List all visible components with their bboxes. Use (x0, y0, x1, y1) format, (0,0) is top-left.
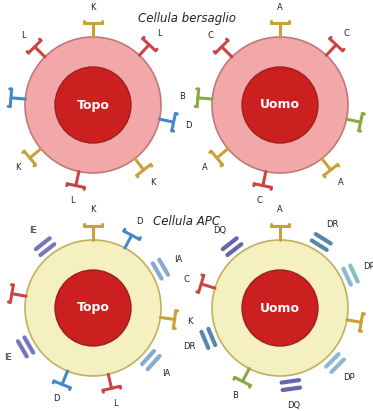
Text: D: D (186, 121, 192, 130)
Text: A: A (277, 2, 283, 12)
Text: DQ: DQ (287, 401, 300, 409)
Text: L: L (113, 399, 117, 408)
Circle shape (242, 270, 318, 346)
Text: DP: DP (363, 262, 373, 271)
Circle shape (55, 67, 131, 143)
Circle shape (212, 240, 348, 376)
Text: C: C (184, 275, 189, 284)
Text: K: K (187, 317, 193, 326)
Circle shape (242, 67, 318, 143)
Circle shape (25, 240, 161, 376)
Text: Topo: Topo (76, 99, 109, 111)
Text: K: K (90, 2, 96, 12)
Text: D: D (136, 217, 142, 226)
Text: L: L (157, 29, 162, 38)
Text: L: L (21, 31, 26, 40)
Circle shape (25, 37, 161, 173)
Text: C: C (257, 196, 263, 206)
Text: Cellula APC: Cellula APC (153, 215, 220, 228)
Text: C: C (208, 31, 214, 40)
Text: DP: DP (344, 373, 355, 382)
Text: DR: DR (184, 342, 196, 351)
Text: IE: IE (29, 226, 37, 235)
Text: L: L (70, 196, 75, 206)
Text: IA: IA (174, 254, 182, 263)
Text: A: A (202, 164, 208, 173)
Circle shape (55, 270, 131, 346)
Text: K: K (151, 178, 156, 187)
Text: IE: IE (4, 353, 12, 362)
Text: A: A (277, 206, 283, 215)
Text: C: C (344, 29, 350, 38)
Text: IA: IA (162, 369, 170, 378)
Circle shape (212, 37, 348, 173)
Text: B: B (179, 92, 185, 101)
Text: B: B (233, 391, 238, 400)
Text: DQ: DQ (213, 226, 226, 235)
Text: Cellula bersaglio: Cellula bersaglio (138, 12, 235, 25)
Text: Uomo: Uomo (260, 99, 300, 111)
Text: A: A (338, 178, 343, 187)
Text: D: D (53, 395, 60, 403)
Text: K: K (15, 164, 21, 173)
Text: Uomo: Uomo (260, 302, 300, 314)
Text: DR: DR (326, 220, 338, 229)
Text: K: K (90, 206, 96, 215)
Text: Topo: Topo (76, 302, 109, 314)
